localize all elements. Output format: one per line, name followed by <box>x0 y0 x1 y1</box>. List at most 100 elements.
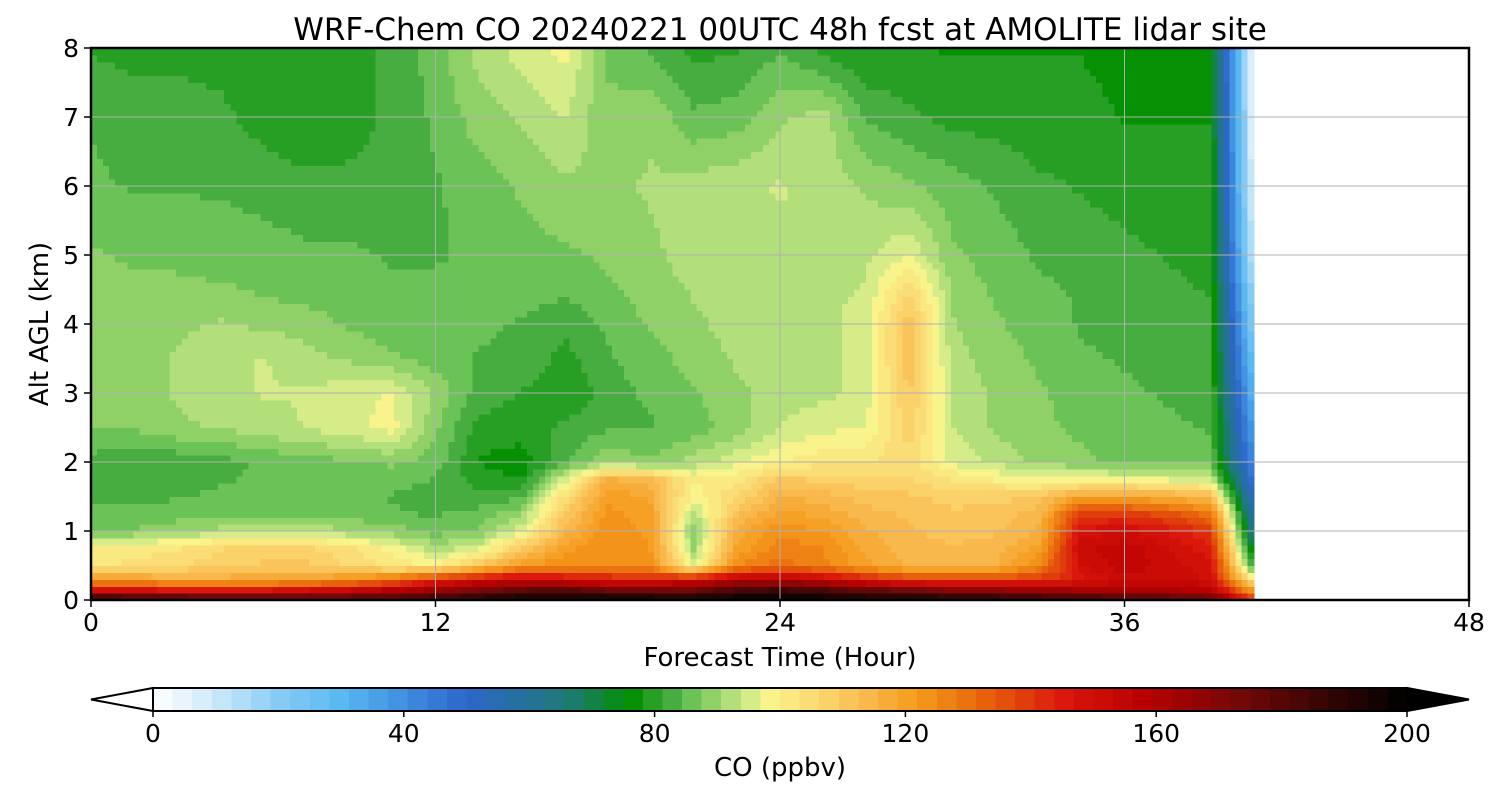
heatmap-cell <box>920 524 928 532</box>
heatmap-cell <box>817 524 825 532</box>
heatmap-cell <box>436 489 443 498</box>
heatmap-cell <box>751 586 758 594</box>
heatmap-cell <box>617 579 625 587</box>
heatmap-cell <box>236 434 243 442</box>
heatmap-cell <box>702 524 710 532</box>
heatmap-cell <box>642 537 649 546</box>
heatmap-cell <box>896 531 904 539</box>
heatmap-cell <box>860 572 867 580</box>
heatmap-cell <box>1114 558 1122 567</box>
heatmap-cell <box>363 462 371 470</box>
heatmap-cell <box>115 482 122 491</box>
heatmap-cell <box>139 572 147 580</box>
heatmap-cell <box>448 496 455 504</box>
heatmap-cell <box>290 593 298 600</box>
heatmap-cell <box>732 524 740 532</box>
heatmap-cell <box>557 537 564 546</box>
heatmap-cell <box>363 455 371 463</box>
heatmap-cell <box>1005 572 1013 580</box>
heatmap-cell <box>1005 565 1013 573</box>
heatmap-cell <box>860 434 867 442</box>
heatmap-cell <box>200 579 207 587</box>
heatmap-cell <box>212 448 219 456</box>
heatmap-cell <box>745 434 752 442</box>
heatmap-cell <box>496 448 504 456</box>
heatmap-cell <box>1059 537 1067 546</box>
heatmap-cell <box>527 441 534 449</box>
heatmap-cell <box>890 496 898 504</box>
heatmap-cell <box>944 517 952 525</box>
heatmap-cell <box>847 524 855 532</box>
heatmap-cell <box>878 475 885 484</box>
heatmap-cell <box>533 420 540 429</box>
heatmap-cell <box>751 517 758 525</box>
heatmap-cell <box>890 517 898 525</box>
heatmap-cell <box>878 489 885 498</box>
heatmap-cell <box>212 531 219 539</box>
heatmap-cell <box>254 462 262 470</box>
heatmap-cell <box>944 558 952 567</box>
heatmap-cell <box>175 496 183 504</box>
heatmap-cell <box>284 427 292 435</box>
heatmap-cell <box>902 572 910 580</box>
heatmap-cell <box>411 455 419 463</box>
heatmap-cell <box>787 503 795 511</box>
heatmap-cell <box>448 517 455 525</box>
heatmap-cell <box>1247 462 1255 470</box>
heatmap-cell <box>793 537 801 546</box>
heatmap-cell <box>1102 462 1109 470</box>
heatmap-cell <box>187 427 195 435</box>
heatmap-cell <box>1174 420 1182 429</box>
heatmap-cell <box>508 524 516 532</box>
heatmap-cell <box>181 441 189 449</box>
heatmap-cell <box>175 441 183 449</box>
heatmap-cell <box>1035 434 1043 442</box>
heatmap-cell <box>1114 468 1122 477</box>
heatmap-cell <box>866 517 873 525</box>
heatmap-cell <box>581 531 589 539</box>
heatmap-cell <box>1235 544 1243 553</box>
heatmap-cell <box>690 420 698 429</box>
heatmap-cell <box>1065 510 1073 518</box>
heatmap-cell <box>660 475 667 484</box>
heatmap-cell <box>1078 579 1085 587</box>
heatmap-cell <box>999 441 1007 449</box>
heatmap-cell <box>611 593 619 600</box>
heatmap-cell <box>1247 482 1255 491</box>
heatmap-cell <box>115 544 122 553</box>
heatmap-cell <box>629 579 637 587</box>
heatmap-cell <box>950 579 958 587</box>
heatmap-cell <box>1005 489 1013 498</box>
heatmap-cell <box>926 517 934 525</box>
heatmap-cell <box>1156 524 1164 532</box>
heatmap-cell <box>696 462 704 470</box>
heatmap-cell <box>599 551 607 560</box>
heatmap-cell <box>97 537 104 546</box>
heatmap-cell <box>157 448 165 456</box>
heatmap-cell <box>193 482 201 491</box>
heatmap-cell <box>212 558 219 567</box>
heatmap-cell <box>563 489 570 498</box>
heatmap-cell <box>769 455 776 463</box>
heatmap-cell <box>569 558 577 567</box>
heatmap-cell <box>581 510 589 518</box>
heatmap-cell <box>272 586 280 594</box>
heatmap-cell <box>557 565 564 573</box>
heatmap-cell <box>690 455 698 463</box>
heatmap-cell <box>127 517 134 525</box>
heatmap-cell <box>690 572 698 580</box>
heatmap-cell <box>1199 565 1206 573</box>
heatmap-cell <box>545 531 552 539</box>
heatmap-cell <box>478 551 486 560</box>
heatmap-cell <box>1072 482 1079 491</box>
heatmap-cell <box>1132 434 1140 442</box>
heatmap-cell <box>1011 489 1019 498</box>
heatmap-cell <box>418 510 425 518</box>
heatmap-cell <box>944 427 952 435</box>
heatmap-cell <box>963 462 970 470</box>
heatmap-cell <box>648 551 655 560</box>
heatmap-cell <box>738 455 746 463</box>
heatmap-cell <box>908 468 916 477</box>
heatmap-cell <box>508 503 516 511</box>
heatmap-cell <box>993 517 1000 525</box>
